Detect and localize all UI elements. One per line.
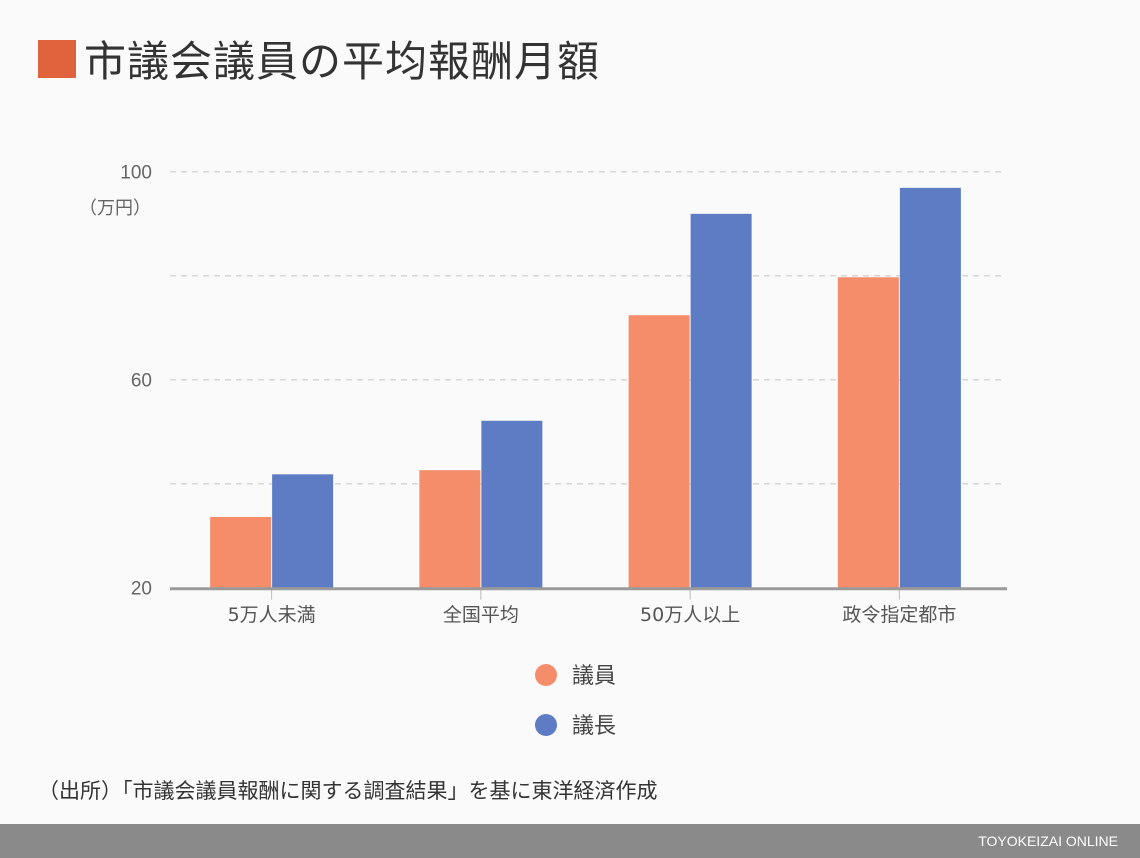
x-tick-label: 5万人未満	[228, 604, 316, 626]
x-tick-label: 全国平均	[443, 604, 519, 626]
bar-gicho	[272, 474, 334, 588]
legend-marker-icon	[535, 664, 557, 686]
legend-label: 議長	[572, 714, 616, 739]
bar-giin	[210, 516, 272, 588]
bar-giin	[419, 470, 481, 588]
bar-gicho	[899, 187, 961, 588]
brand-label: TOYOKEIZAI ONLINE	[978, 833, 1118, 849]
y-tick-label: 60	[131, 371, 152, 392]
bar-giin	[837, 277, 899, 588]
y-tick-label: 100	[120, 163, 152, 184]
bar-gicho	[690, 213, 752, 588]
chart-title: 市議会議員の平均報酬月額	[84, 37, 601, 86]
title-block: 市議会議員の平均報酬月額	[38, 28, 600, 89]
x-tick-label: 政令指定都市	[842, 604, 956, 626]
y-tick-label: 20	[131, 579, 152, 600]
bar-gicho	[481, 420, 543, 588]
x-tick-label: 50万人以上	[640, 604, 740, 626]
y-axis-unit: （万円）	[79, 198, 151, 219]
bar-giin	[628, 315, 690, 588]
title-square-icon	[38, 39, 76, 78]
footer-bar: TOYOKEIZAI ONLINE	[0, 824, 1140, 858]
legend-marker-icon	[535, 714, 557, 736]
source-note: （出所）「市議会議員報酬に関する調査結果」を基に東洋経済作成	[38, 779, 658, 803]
legend-label: 議員	[572, 664, 616, 689]
